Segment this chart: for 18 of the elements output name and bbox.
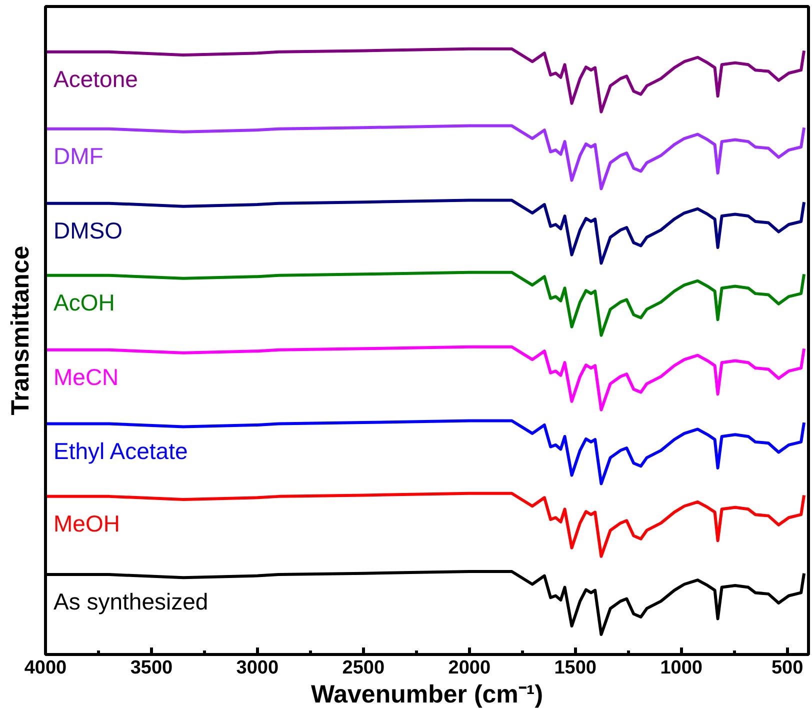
x-tick-label: 2500	[342, 658, 385, 678]
series-label: MeOH	[54, 510, 120, 536]
series-label: DMSO	[54, 217, 122, 244]
x-tick-label: 1500	[554, 658, 597, 678]
x-tick-label: 2000	[448, 658, 491, 678]
series-label: MeCN	[54, 364, 119, 390]
x-tick-label: 500	[771, 658, 804, 678]
y-axis-title: Transmittance	[6, 246, 34, 416]
x-tick-label: 3000	[236, 658, 279, 678]
x-tick-label: 4000	[24, 658, 67, 678]
series-label: Ethyl Acetate	[54, 438, 188, 464]
series-label: AcOH	[54, 289, 115, 316]
series-label: Acetone	[54, 66, 138, 92]
series-label: As synthesized	[54, 588, 208, 615]
x-axis-title: Wavenumber (cm⁻¹)	[310, 680, 544, 708]
x-tick-label: 3500	[130, 658, 173, 678]
x-tick-label: 1000	[660, 658, 702, 678]
series-label: DMF	[54, 142, 104, 169]
